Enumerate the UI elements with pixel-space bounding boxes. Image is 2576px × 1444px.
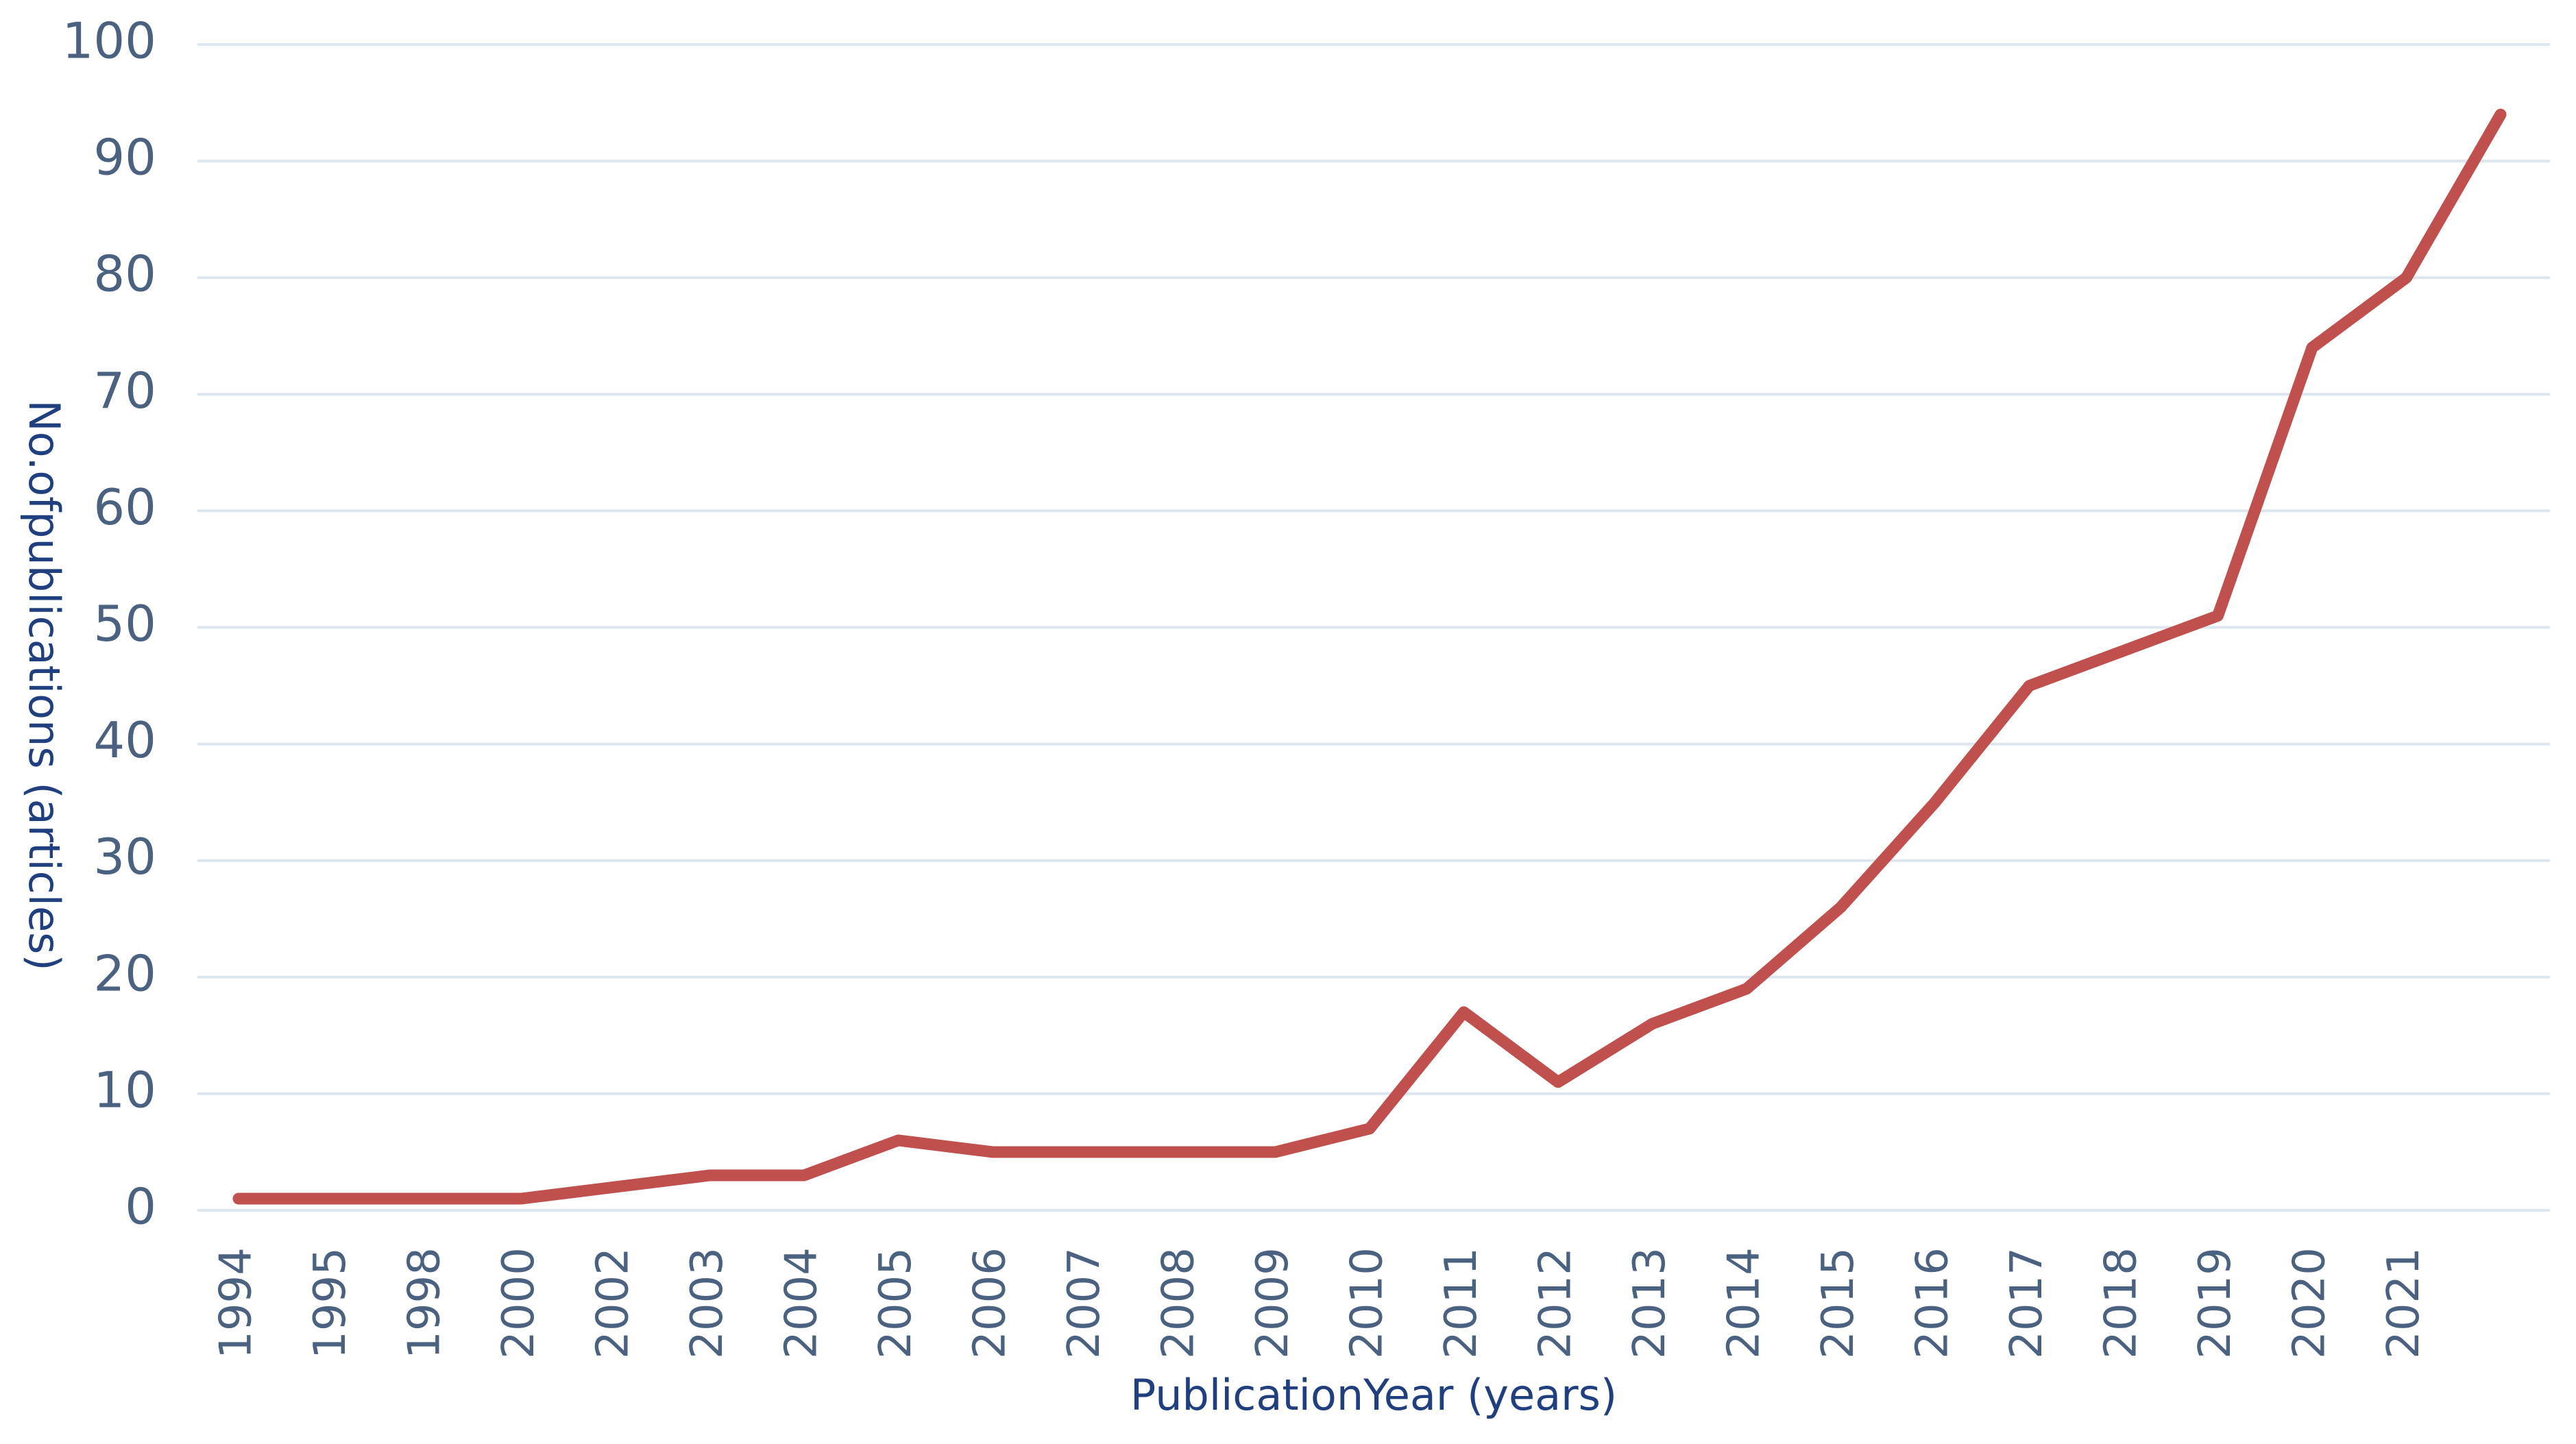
y-tick-label: 60 [93, 478, 156, 536]
x-tick-label: 2004 [777, 1247, 827, 1359]
x-tick-label: 2012 [1531, 1247, 1581, 1359]
y-axis-title: No.ofpublications (articles) [19, 400, 69, 970]
data-line [232, 108, 2507, 1205]
x-axis-title: PublicationYear (years) [1130, 1370, 1617, 1420]
y-tick-label: 80 [93, 245, 156, 303]
x-tick-label: 2007 [1059, 1247, 1110, 1359]
x-tick-label: 2019 [2190, 1247, 2241, 1359]
x-tick-label: 2000 [494, 1247, 544, 1359]
x-tick-label: 2014 [1719, 1247, 1770, 1359]
x-tick-label: 2021 [2379, 1247, 2429, 1359]
x-tick-label: 2002 [588, 1247, 639, 1359]
y-tick-label: 90 [93, 129, 156, 186]
y-tick-label: 10 [93, 1061, 156, 1118]
y-tick-label: 30 [93, 828, 156, 885]
x-tick-label: 2017 [2002, 1247, 2052, 1359]
x-tick-label: 2015 [1813, 1247, 1864, 1359]
y-tick-label: 40 [93, 711, 156, 769]
x-tick-label: 1995 [305, 1247, 356, 1359]
x-tick-label: 2020 [2285, 1247, 2335, 1359]
x-tick-label: 1994 [211, 1247, 262, 1359]
x-tick-label: 2008 [1154, 1247, 1204, 1359]
y-tick-label: 50 [93, 595, 156, 652]
x-tick-label: 2009 [1248, 1247, 1298, 1359]
y-tick-label: 20 [93, 944, 156, 1002]
y-tick-label: 0 [125, 1178, 156, 1236]
y-tick-label: 70 [93, 362, 156, 419]
x-tick-label: 2016 [1908, 1247, 1958, 1359]
x-tick-label: 2018 [2096, 1247, 2147, 1359]
x-tick-label: 2010 [1342, 1247, 1393, 1359]
x-tick-label: 2005 [871, 1247, 921, 1359]
y-tick-label: 100 [62, 12, 156, 70]
x-tick-label: 2011 [1436, 1247, 1487, 1359]
x-tick-label: 2003 [682, 1247, 733, 1359]
x-tick-label: 2013 [1625, 1247, 1675, 1359]
x-tick-label: 2006 [965, 1247, 1016, 1359]
x-tick-label: 1998 [400, 1247, 450, 1359]
